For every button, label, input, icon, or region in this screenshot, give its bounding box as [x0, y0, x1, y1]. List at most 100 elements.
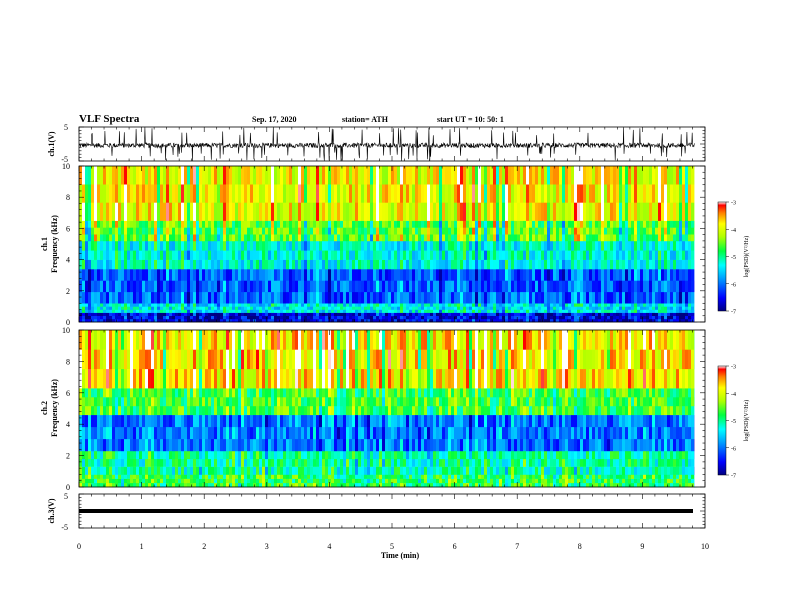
spectrogram-cell [244, 414, 248, 428]
spectrogram-cell [685, 309, 689, 313]
spectrogram-cell [160, 184, 164, 203]
spectrogram-cell [592, 227, 596, 235]
spectrogram-cell [397, 202, 401, 221]
spectrogram-cell [85, 306, 89, 310]
spectrogram-cell [244, 438, 248, 452]
spectrogram-cell [193, 240, 197, 251]
spectrogram-cell [670, 220, 674, 228]
spectrogram-cell [190, 306, 194, 310]
spectrogram-cell [427, 220, 431, 228]
spectrogram-cell [145, 438, 149, 452]
spectrogram-cell [187, 250, 191, 260]
spectrogram-cell [100, 388, 104, 398]
spectrogram-cell [229, 259, 233, 270]
spectrogram-cell [379, 184, 383, 203]
spectrogram-cell [136, 309, 140, 313]
spectrogram-cell [112, 309, 116, 313]
spectrogram-cell [355, 318, 359, 323]
spectrogram-cell [136, 405, 140, 416]
spectrogram-cell [244, 303, 248, 307]
spectrogram-cell [478, 269, 482, 281]
spectrogram-cell [247, 184, 251, 203]
spectrogram-cell [130, 349, 134, 370]
spectrogram-cell [253, 478, 257, 484]
spectrogram-cell [457, 309, 461, 313]
spectrogram-cell [565, 269, 569, 281]
spectrogram-cell [481, 303, 485, 307]
spectrogram-cell [199, 318, 203, 323]
spectrogram-cell [106, 312, 110, 316]
spectrogram-cell [202, 220, 206, 228]
spectrogram-cell [583, 318, 587, 323]
spectrogram-cell [109, 220, 113, 228]
spectrogram-cell [178, 220, 182, 228]
spectrogram-cell [211, 318, 215, 323]
spectrogram-cell [436, 250, 440, 260]
spectrogram-cell [118, 227, 122, 235]
spectrogram-cell [217, 202, 221, 221]
spectrogram-cell [541, 202, 545, 221]
spectrogram-cell [244, 349, 248, 370]
spectrogram-cell [493, 250, 497, 260]
spectrogram-cell [283, 312, 287, 316]
spectrogram-cell [670, 240, 674, 251]
spectrogram-cell [670, 259, 674, 270]
spectrogram-cell [130, 309, 134, 313]
spectrogram-cell [133, 306, 137, 310]
spectrogram-cell [556, 306, 560, 310]
spectrogram-cell [202, 368, 206, 389]
spectrogram-cell [589, 250, 593, 260]
spectrogram-cell [646, 240, 650, 251]
spectrogram-cell [91, 234, 95, 242]
spectrogram-cell [100, 220, 104, 228]
spectrogram-cell [655, 234, 659, 242]
spectrogram-cell [631, 240, 635, 251]
spectrogram-cell [427, 315, 431, 320]
spectrogram-cell [79, 227, 83, 235]
spectrogram-cell [235, 318, 239, 323]
spectrogram-cell [439, 220, 443, 228]
spectrogram-cell [472, 234, 476, 242]
spectrogram-cell [559, 250, 563, 260]
spectrogram-cell [673, 234, 677, 242]
spectrogram-cell [223, 303, 227, 307]
spectrogram-cell [607, 240, 611, 251]
spectrogram-cell [328, 227, 332, 235]
spectrogram-cell [136, 259, 140, 270]
spectrogram-cell [469, 227, 473, 235]
spectrogram-cell [523, 259, 527, 270]
spectrogram-cell [136, 184, 140, 203]
spectrogram-cell [556, 318, 560, 323]
spectrogram-cell [85, 426, 89, 440]
spectrogram-cell [394, 202, 398, 221]
spectrogram-cell [148, 312, 152, 316]
spectrogram-cell [211, 458, 215, 467]
spectrogram-cell [424, 250, 428, 260]
spectrogram-cell [118, 450, 122, 460]
spectrogram-cell [136, 368, 140, 389]
spectrogram-cell [544, 184, 548, 203]
spectrogram-cell [568, 234, 572, 242]
spectrogram-cell [523, 303, 527, 307]
spectrogram-cell [196, 184, 200, 203]
spectrogram-cell [592, 291, 596, 304]
spectrogram-cell [367, 309, 371, 313]
spectrogram-cell [550, 184, 554, 203]
spectrogram-cell [475, 309, 479, 313]
spectrogram-cell [433, 303, 437, 307]
spectrogram-cell [256, 202, 260, 221]
spectrogram-cell [334, 315, 338, 320]
spectrogram-cell [154, 250, 158, 260]
spectrogram-cell [394, 166, 398, 185]
spectrogram-cell [208, 318, 212, 323]
spectrogram-cell [232, 426, 236, 440]
spectrogram-cell [217, 240, 221, 251]
spectrogram-cell [667, 303, 671, 307]
spectrogram-cell [628, 202, 632, 221]
spectrogram-cell [517, 303, 521, 307]
spectrogram-cell [166, 474, 170, 479]
spectrogram-cell [619, 318, 623, 323]
spectrogram-cell [643, 303, 647, 307]
spectrogram-cell [541, 227, 545, 235]
spectrogram-cell [631, 202, 635, 221]
